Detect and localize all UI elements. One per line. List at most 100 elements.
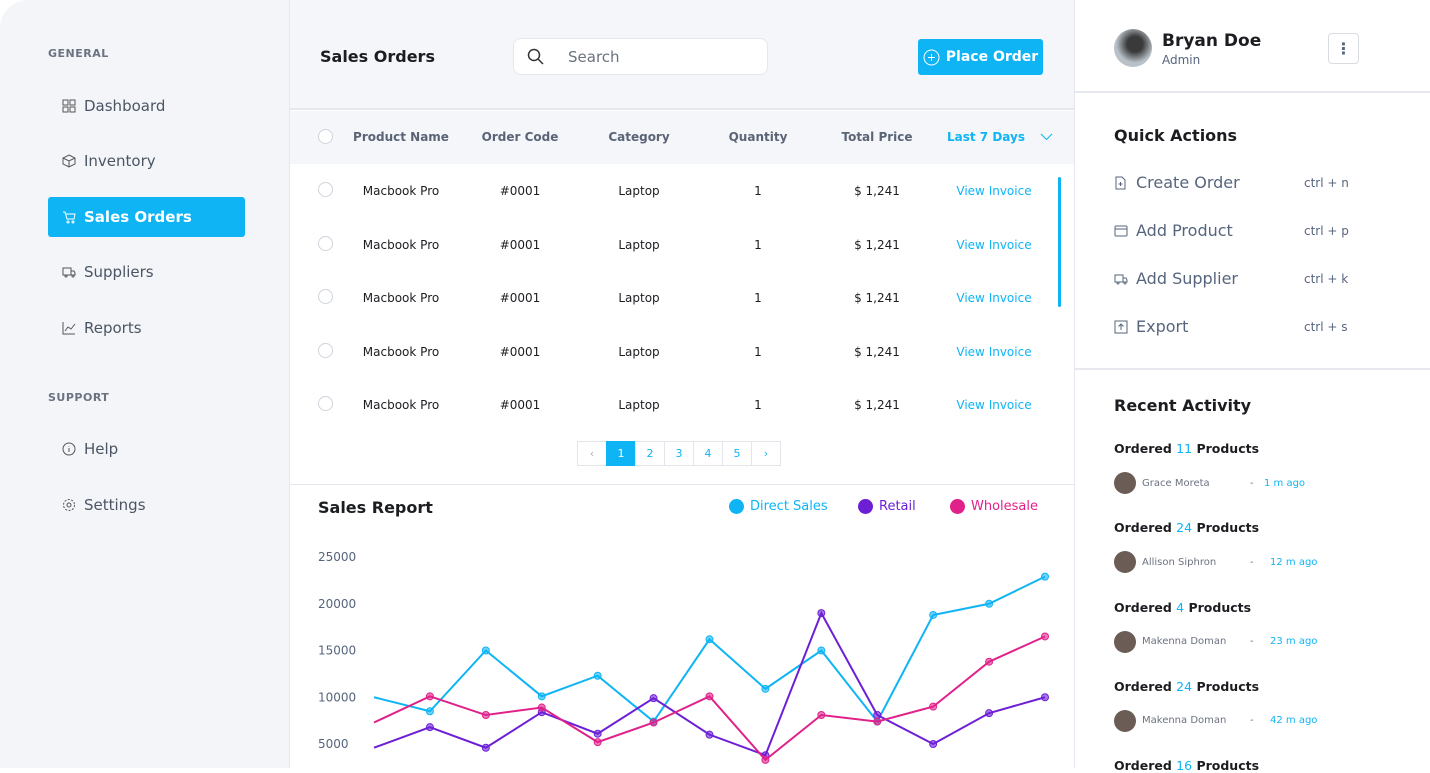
- sidebar-item-settings[interactable]: Settings: [48, 485, 245, 525]
- data-point[interactable]: [593, 729, 602, 738]
- row-checkbox[interactable]: [318, 342, 333, 358]
- data-point[interactable]: [873, 711, 882, 720]
- page-1-button[interactable]: 1: [606, 441, 636, 466]
- legend-wholesale[interactable]: Wholesale: [950, 499, 1038, 514]
- divider: [1075, 368, 1430, 370]
- quick-action-create-order[interactable]: Create Order: [1114, 173, 1240, 192]
- sidebar-item-help[interactable]: Help: [48, 429, 245, 469]
- data-point[interactable]: [537, 703, 546, 712]
- recent-activity-title: Recent Activity: [1114, 396, 1252, 415]
- data-point[interactable]: [425, 692, 434, 701]
- sidebar-item-label: Settings: [84, 496, 146, 514]
- activity-count: 24: [1176, 520, 1193, 536]
- row-checkbox[interactable]: [318, 396, 333, 411]
- view-invoice-link[interactable]: View Invoice: [956, 344, 1032, 359]
- view-invoice-link[interactable]: View Invoice: [956, 398, 1032, 412]
- chart-icon: [62, 322, 76, 335]
- data-point[interactable]: [817, 609, 826, 618]
- grid-icon: [62, 99, 76, 113]
- sidebar: GENERAL Dashboard Inventory Sales Orders…: [0, 0, 290, 768]
- main-content: Sales Orders Search Place Order Product …: [290, 0, 1074, 768]
- quick-actions-title: Quick Actions: [1114, 126, 1238, 145]
- data-point[interactable]: [593, 738, 602, 747]
- quantity: 1: [754, 398, 762, 412]
- legend-direct-sales[interactable]: Direct Sales: [729, 499, 828, 514]
- activity-title: Ordered 16 Products: [1114, 758, 1259, 773]
- data-point[interactable]: [985, 599, 994, 608]
- row-checkbox[interactable]: [318, 235, 333, 251]
- product-name: Macbook Pro: [362, 398, 440, 412]
- info-icon: [62, 442, 76, 456]
- data-point[interactable]: [537, 692, 546, 701]
- data-point[interactable]: [705, 692, 714, 701]
- data-point[interactable]: [481, 646, 490, 655]
- data-point[interactable]: [593, 671, 602, 680]
- pagination: ‹ 1 2 3 4 5 ›: [577, 441, 781, 466]
- data-point[interactable]: [705, 730, 714, 739]
- data-point[interactable]: [817, 711, 826, 720]
- data-point[interactable]: [1041, 693, 1049, 702]
- date-filter-dropdown[interactable]: Last 7 Days: [947, 130, 1025, 144]
- activity-user[interactable]: Makenna Doman - 23 m ago: [1114, 630, 1317, 653]
- row-checkbox[interactable]: [318, 182, 333, 197]
- data-point[interactable]: [705, 635, 714, 644]
- data-point[interactable]: [985, 657, 994, 666]
- page-2-button[interactable]: 2: [635, 441, 665, 466]
- prev-page-button[interactable]: ‹: [577, 441, 607, 466]
- activity-suffix: Products: [1196, 758, 1260, 773]
- table-scrollbar[interactable]: [1058, 177, 1061, 307]
- page-4-button[interactable]: 4: [693, 441, 723, 466]
- view-invoice-link[interactable]: View Invoice: [956, 184, 1032, 198]
- sidebar-item-suppliers[interactable]: Suppliers: [48, 252, 245, 292]
- quick-action-export[interactable]: Export: [1114, 317, 1188, 336]
- search-input[interactable]: Search: [513, 38, 768, 75]
- sidebar-item-dashboard[interactable]: Dashboard: [48, 86, 245, 126]
- col-product-name: Product Name: [353, 130, 449, 144]
- view-invoice-link[interactable]: View Invoice: [956, 237, 1032, 252]
- data-point[interactable]: [873, 717, 882, 726]
- upload-icon: [1114, 320, 1128, 333]
- data-point[interactable]: [817, 646, 826, 655]
- data-point[interactable]: [1041, 632, 1049, 641]
- sidebar-item-reports[interactable]: Reports: [48, 308, 245, 348]
- product-name: Macbook Pro: [362, 184, 440, 198]
- sidebar-item-inventory[interactable]: Inventory: [48, 141, 245, 181]
- data-point[interactable]: [929, 740, 938, 748]
- place-order-button[interactable]: Place Order: [918, 39, 1043, 75]
- sidebar-item-label: Suppliers: [84, 263, 154, 281]
- activity-suffix: Products: [1196, 678, 1260, 694]
- view-invoice-link[interactable]: View Invoice: [956, 291, 1032, 305]
- data-point[interactable]: [985, 709, 994, 718]
- chevron-down-icon[interactable]: [1040, 133, 1053, 141]
- sidebar-item-sales-orders[interactable]: Sales Orders: [48, 197, 245, 237]
- data-point[interactable]: [481, 743, 490, 752]
- quick-action-add-product[interactable]: Add Product: [1114, 221, 1233, 240]
- data-point[interactable]: [929, 610, 938, 619]
- legend-retail[interactable]: Retail: [858, 499, 916, 514]
- activity-user[interactable]: Grace Moreta -1 m ago: [1114, 472, 1305, 494]
- data-point[interactable]: [425, 723, 434, 732]
- data-point[interactable]: [425, 707, 434, 716]
- row-checkbox[interactable]: [318, 289, 333, 304]
- data-point[interactable]: [1041, 572, 1049, 581]
- data-point[interactable]: [649, 694, 658, 703]
- data-point[interactable]: [649, 718, 658, 727]
- next-page-button[interactable]: ›: [751, 441, 781, 466]
- quick-action-add-supplier[interactable]: Add Supplier: [1114, 269, 1238, 288]
- page-3-button[interactable]: 3: [664, 441, 694, 466]
- data-point[interactable]: [929, 702, 938, 711]
- right-panel: Bryan Doe Admin ⋮ Quick Actions Create O…: [1074, 0, 1430, 773]
- select-all-checkbox[interactable]: [318, 129, 333, 144]
- more-options-button[interactable]: ⋮: [1328, 33, 1359, 64]
- col-quantity: Quantity: [728, 130, 788, 144]
- legend-label: Wholesale: [971, 499, 1039, 514]
- legend-swatch: [858, 499, 873, 514]
- data-point[interactable]: [761, 755, 770, 764]
- activity-user[interactable]: Allison Siphron - 12 m ago: [1114, 551, 1317, 574]
- activity-user[interactable]: Makenna Doman - 42 m ago: [1114, 709, 1317, 732]
- kebab-menu-icon: ⋮: [1335, 39, 1352, 58]
- data-point[interactable]: [761, 684, 770, 693]
- data-point[interactable]: [481, 711, 490, 720]
- table-row: Macbook Pro #0001 Laptop 1 $ 1,241 View …: [290, 164, 1074, 217]
- page-5-button[interactable]: 5: [722, 441, 752, 466]
